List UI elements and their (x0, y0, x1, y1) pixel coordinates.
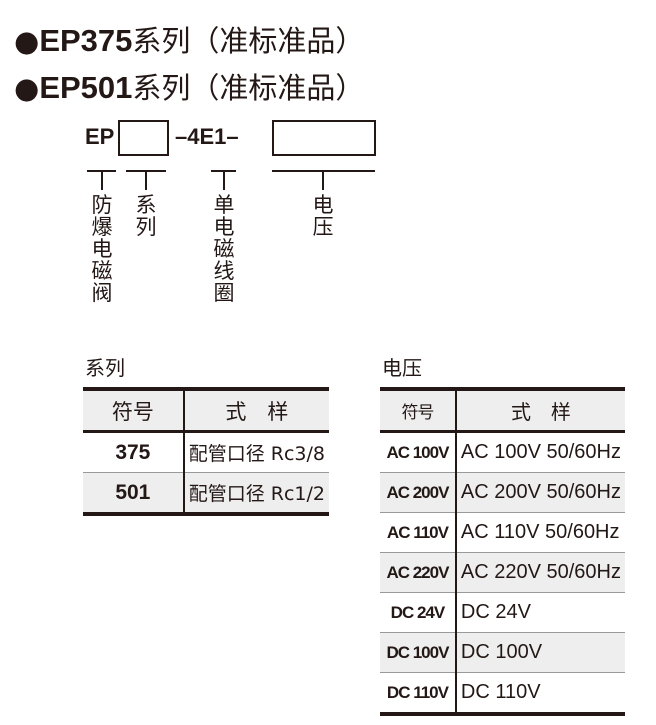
label-single-coil: 单电磁线圈 (213, 193, 235, 305)
table-row: 375 配管口径 Rc3/8 (83, 431, 329, 473)
bracket-line (101, 170, 103, 190)
bracket-line (145, 170, 147, 190)
series-box (118, 120, 169, 156)
header-spec: 式 样 (183, 387, 329, 433)
series-caption: 系列 (85, 356, 125, 380)
header-symbol: 符号 (83, 387, 185, 433)
code-middle: –4E1– (175, 124, 239, 149)
voltage-table: 符号式 样 AC 100V AC 100V 50/60Hz AC 200V AC 2… (380, 387, 625, 716)
code-prefix: EP (85, 124, 115, 149)
table-row: DC 24V DC 24V (380, 592, 625, 633)
label-voltage: 电压 (312, 193, 334, 239)
table-row: AC 110V AC 110V 50/60Hz (380, 512, 625, 553)
table-row: DC 100V DC 100V (380, 632, 625, 673)
header-symbol: 符号 (380, 387, 457, 433)
title-ep501: ●EP501系列（准标准品） (14, 70, 365, 105)
label-explosion-proof: 防爆电磁阀 (91, 193, 113, 305)
bracket-line (322, 170, 324, 190)
table-row: AC 200V AC 200V 50/60Hz (380, 472, 625, 513)
voltage-caption: 电压 (382, 356, 422, 380)
voltage-box (272, 120, 376, 156)
table-row: AC 100V AC 100V 50/60Hz (380, 431, 625, 473)
table-row: AC 220V AC 220V 50/60Hz (380, 552, 625, 593)
table-row: 501 配管口径 Rc1/2 (83, 472, 329, 516)
series-table: 符号式 样 375 配管口径 Rc3/8 501 配管口径 Rc1/2 (83, 387, 329, 516)
header-spec: 式 样 (455, 387, 625, 433)
label-series: 系列 (135, 193, 157, 239)
table-row: DC 110V DC 110V (380, 672, 625, 716)
title-ep375: ●EP375系列（准标准品） (14, 23, 365, 58)
bracket-line (223, 170, 225, 190)
